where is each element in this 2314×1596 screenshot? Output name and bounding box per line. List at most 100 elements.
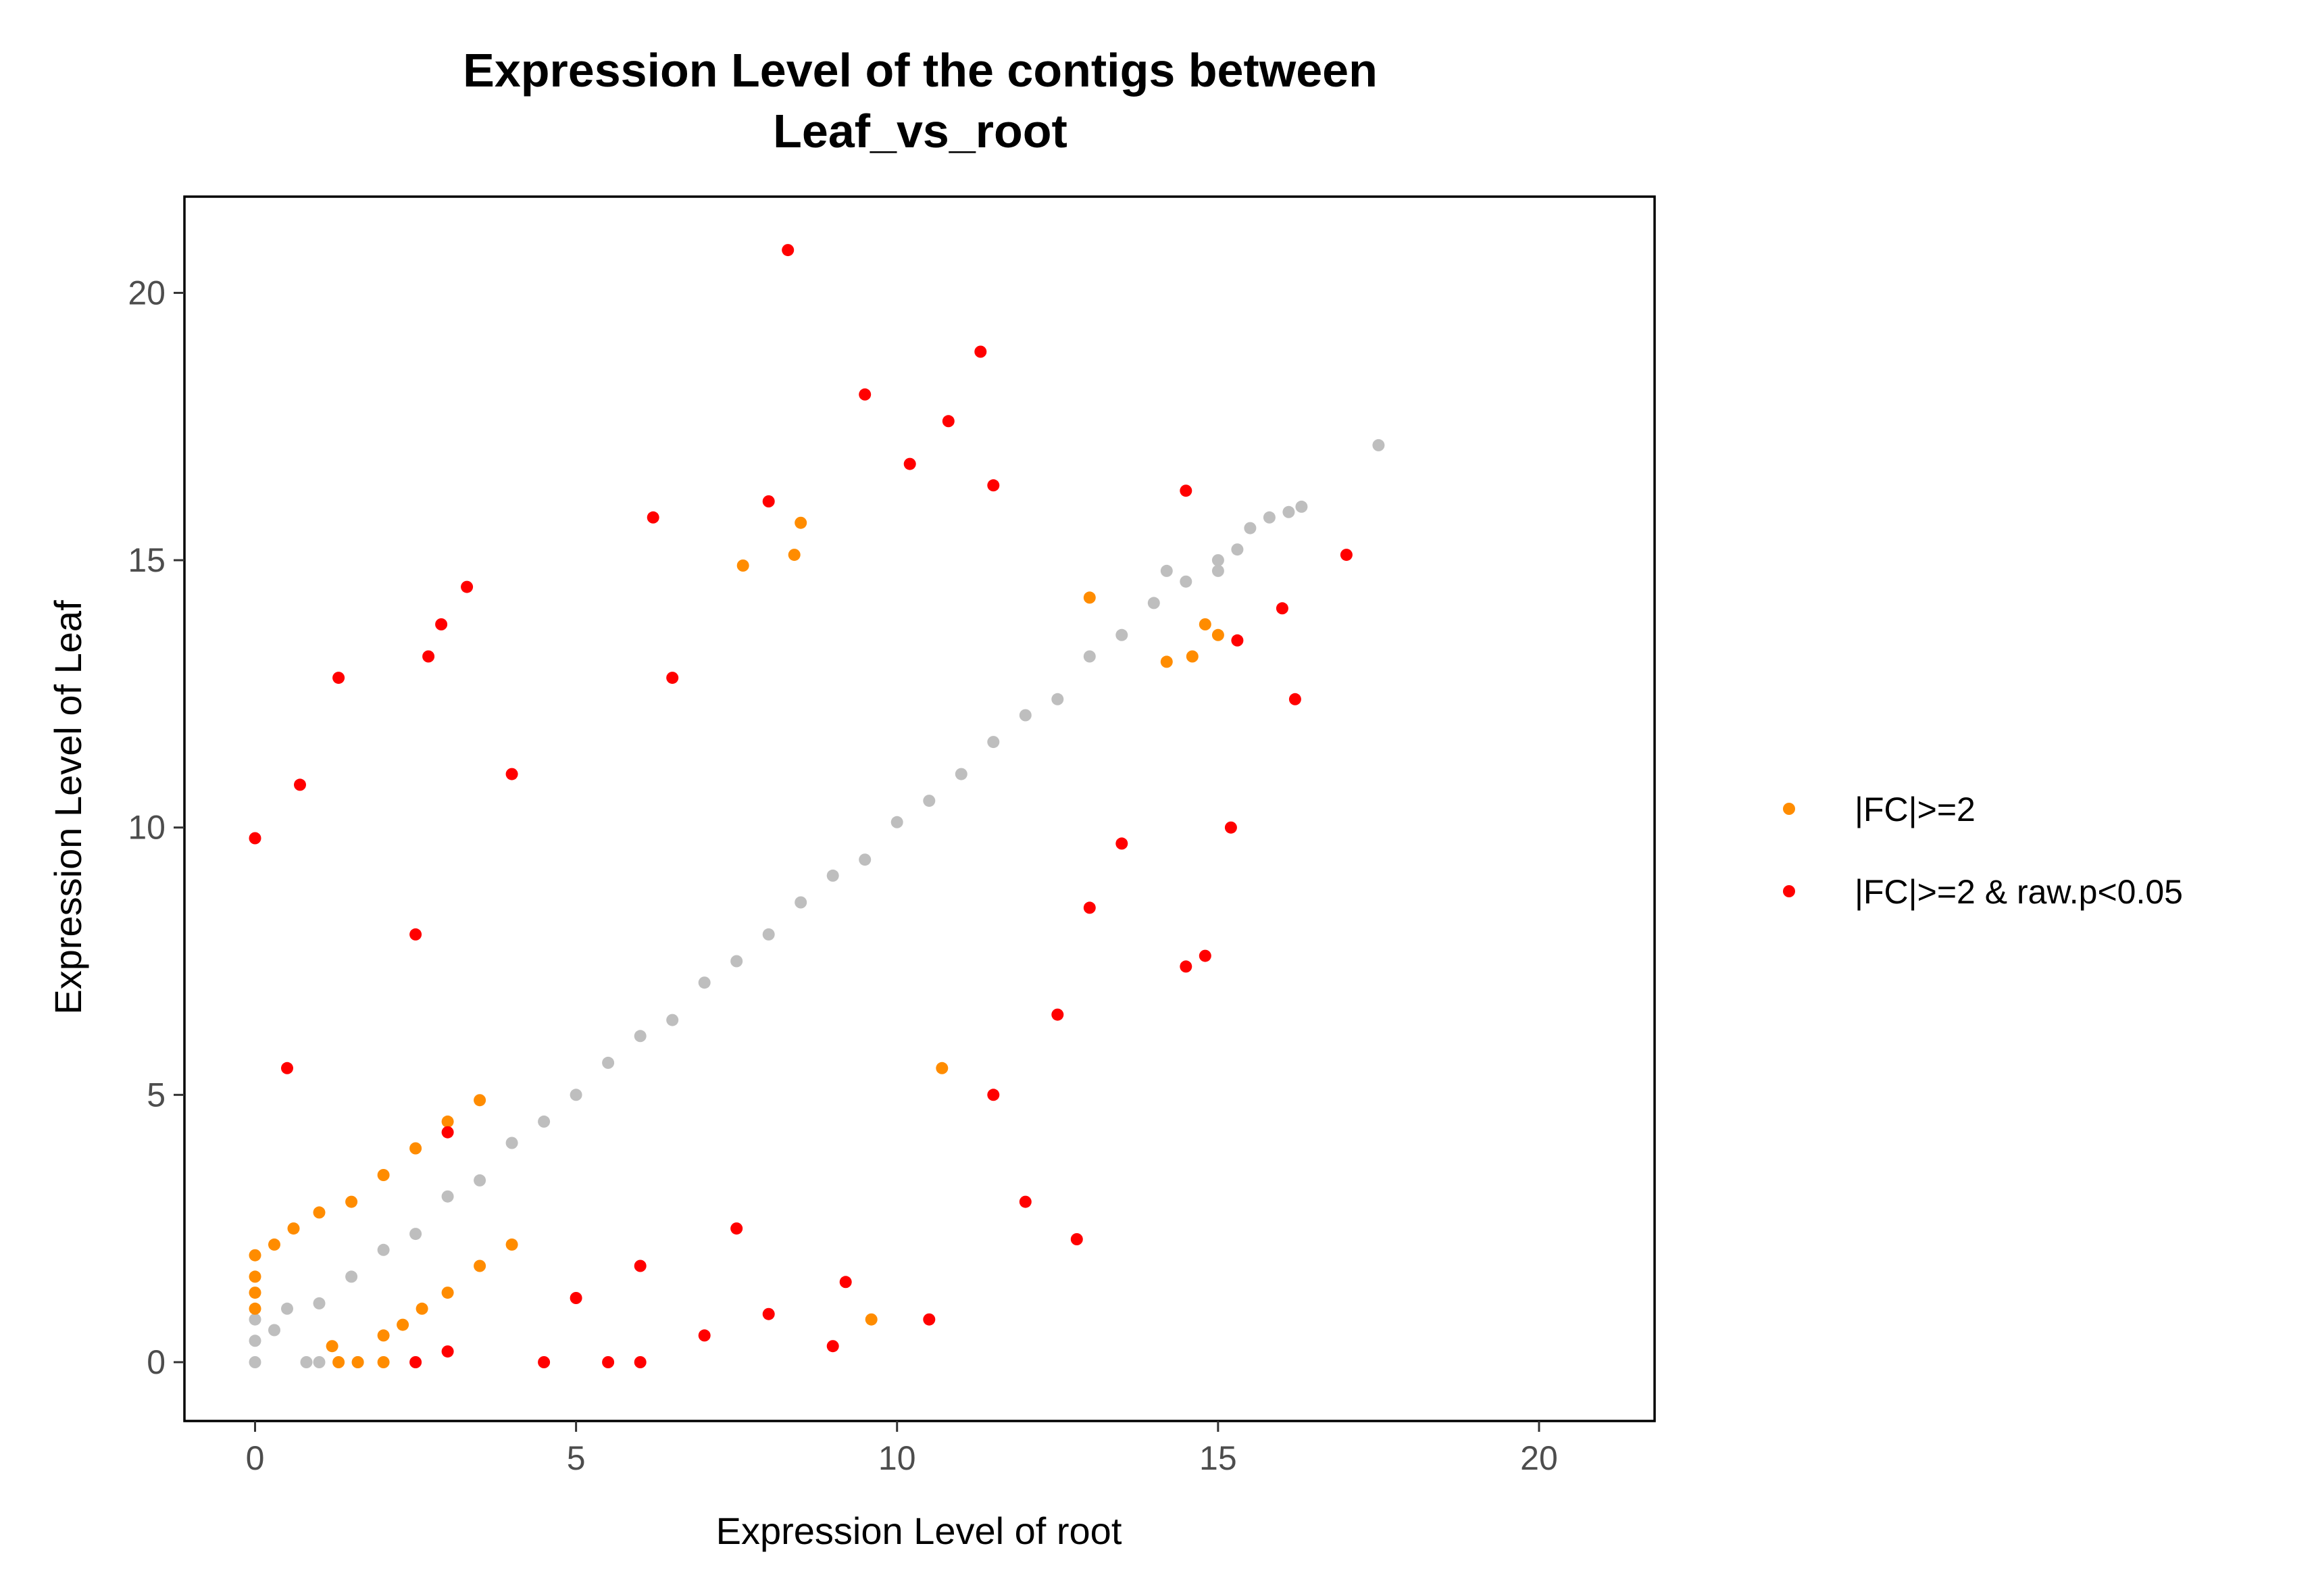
- point-not-significant-19: [762, 928, 775, 941]
- point-fc-and-p-6: [762, 495, 775, 507]
- point-fc-only-6: [313, 1206, 326, 1219]
- point-fc-and-p-37: [987, 1089, 1000, 1101]
- point-not-significant-13: [570, 1089, 582, 1101]
- point-not-significant-9: [441, 1190, 454, 1203]
- point-fc-and-p-16: [441, 1126, 454, 1139]
- point-fc-and-p-20: [666, 672, 679, 684]
- point-fc-only-29: [1211, 628, 1224, 641]
- point-fc-and-p-15: [294, 778, 306, 791]
- point-fc-and-p-30: [839, 1276, 852, 1289]
- point-fc-only-10: [441, 1115, 454, 1128]
- point-fc-and-p-7: [647, 511, 659, 524]
- point-fc-only-14: [377, 1329, 390, 1342]
- point-not-significant-39: [313, 1356, 326, 1368]
- point-fc-and-p-35: [1115, 837, 1128, 850]
- point-fc-and-p-23: [1288, 693, 1301, 705]
- point-fc-and-p-14: [249, 832, 261, 845]
- point-fc-only-17: [441, 1287, 454, 1299]
- point-not-significant-29: [1083, 650, 1096, 663]
- point-fc-only-19: [505, 1238, 518, 1251]
- point-fc-only-24: [736, 559, 749, 572]
- x-tick-label: 0: [246, 1439, 265, 1477]
- point-fc-and-p-18: [409, 928, 422, 941]
- point-not-significant-11: [505, 1137, 518, 1149]
- point-not-significant-43: [1211, 564, 1224, 577]
- point-not-significant-32: [1180, 575, 1192, 588]
- point-fc-and-p-24: [1224, 821, 1237, 834]
- y-axis: 0 5 10 15 20: [128, 274, 184, 1381]
- point-fc-only-16: [416, 1302, 428, 1315]
- point-fc-and-p-5: [987, 479, 1000, 492]
- point-fc-only-4: [268, 1238, 280, 1251]
- point-not-significant-4: [281, 1302, 293, 1315]
- point-not-significant-25: [955, 768, 967, 780]
- point-not-significant-6: [345, 1270, 358, 1283]
- point-not-significant-24: [923, 795, 936, 807]
- point-fc-only-28: [1186, 650, 1199, 663]
- x-axis: 0 5 10 15 20: [246, 1421, 1558, 1477]
- x-tick-label: 20: [1520, 1439, 1558, 1477]
- point-not-significant-8: [409, 1228, 422, 1241]
- point-not-significant-31: [1147, 597, 1160, 609]
- y-tick-label: 5: [147, 1076, 166, 1114]
- point-fc-and-p-26: [1180, 960, 1192, 973]
- point-not-significant-17: [698, 976, 711, 989]
- point-fc-and-p-19: [505, 768, 518, 780]
- point-fc-and-p-36: [1083, 901, 1096, 914]
- point-fc-only-30: [1083, 591, 1096, 604]
- point-not-significant-7: [377, 1243, 390, 1256]
- point-fc-and-p-43: [698, 1329, 711, 1342]
- point-not-significant-35: [1263, 511, 1276, 524]
- point-fc-only-3: [249, 1302, 261, 1315]
- point-fc-and-p-42: [634, 1356, 647, 1368]
- point-not-significant-42: [1160, 564, 1173, 577]
- point-fc-and-p-0: [782, 244, 795, 257]
- y-tick-label: 10: [128, 809, 166, 847]
- point-fc-only-26: [865, 1313, 878, 1326]
- legend-label-fc: |FC|>=2: [1855, 791, 1976, 828]
- chart-title: Expression Level of the contigs between: [463, 44, 1378, 97]
- point-not-significant-18: [730, 955, 743, 968]
- point-fc-and-p-21: [1231, 634, 1244, 647]
- x-tick-label: 5: [567, 1439, 586, 1477]
- point-fc-only-1: [249, 1270, 261, 1283]
- point-fc-only-2: [249, 1249, 261, 1262]
- point-not-significant-34: [1244, 522, 1257, 534]
- point-fc-only-25: [936, 1062, 949, 1074]
- point-not-significant-10: [474, 1174, 486, 1187]
- point-not-significant-1: [249, 1335, 261, 1347]
- x-tick-label: 15: [1199, 1439, 1237, 1477]
- legend-key-fc-p: [1783, 885, 1795, 897]
- point-fc-only-15: [397, 1318, 409, 1331]
- y-tick-label: 20: [128, 274, 166, 311]
- point-fc-and-p-41: [441, 1345, 454, 1358]
- point-not-significant-16: [666, 1014, 679, 1026]
- point-fc-and-p-10: [461, 580, 474, 593]
- point-not-significant-3: [268, 1324, 280, 1337]
- chart-subtitle: Leaf_vs_root: [773, 105, 1067, 157]
- point-not-significant-27: [1019, 709, 1032, 722]
- point-fc-and-p-38: [1051, 1008, 1064, 1021]
- point-fc-only-8: [377, 1169, 390, 1181]
- y-tick-label: 15: [128, 541, 166, 579]
- y-tick-label: 0: [147, 1343, 166, 1381]
- point-not-significant-41: [300, 1356, 313, 1368]
- point-fc-and-p-2: [859, 388, 872, 401]
- point-not-significant-23: [890, 816, 903, 828]
- point-not-significant-36: [1282, 505, 1295, 518]
- point-fc-and-p-32: [634, 1260, 647, 1272]
- point-fc-and-p-31: [762, 1307, 775, 1320]
- x-axis-title: Expression Level of root: [716, 1510, 1122, 1552]
- point-fc-only-20: [332, 1356, 345, 1368]
- point-fc-and-p-17: [281, 1062, 293, 1074]
- point-not-significant-20: [795, 896, 807, 909]
- series-not-significant: [249, 439, 1385, 1368]
- point-fc-only-11: [474, 1094, 486, 1107]
- point-fc-only-18: [474, 1260, 486, 1272]
- point-not-significant-12: [538, 1115, 551, 1128]
- point-not-significant-28: [1051, 693, 1064, 705]
- point-fc-and-p-25: [1199, 949, 1211, 962]
- legend-key-fc: [1783, 803, 1795, 815]
- point-fc-and-p-3: [942, 415, 955, 428]
